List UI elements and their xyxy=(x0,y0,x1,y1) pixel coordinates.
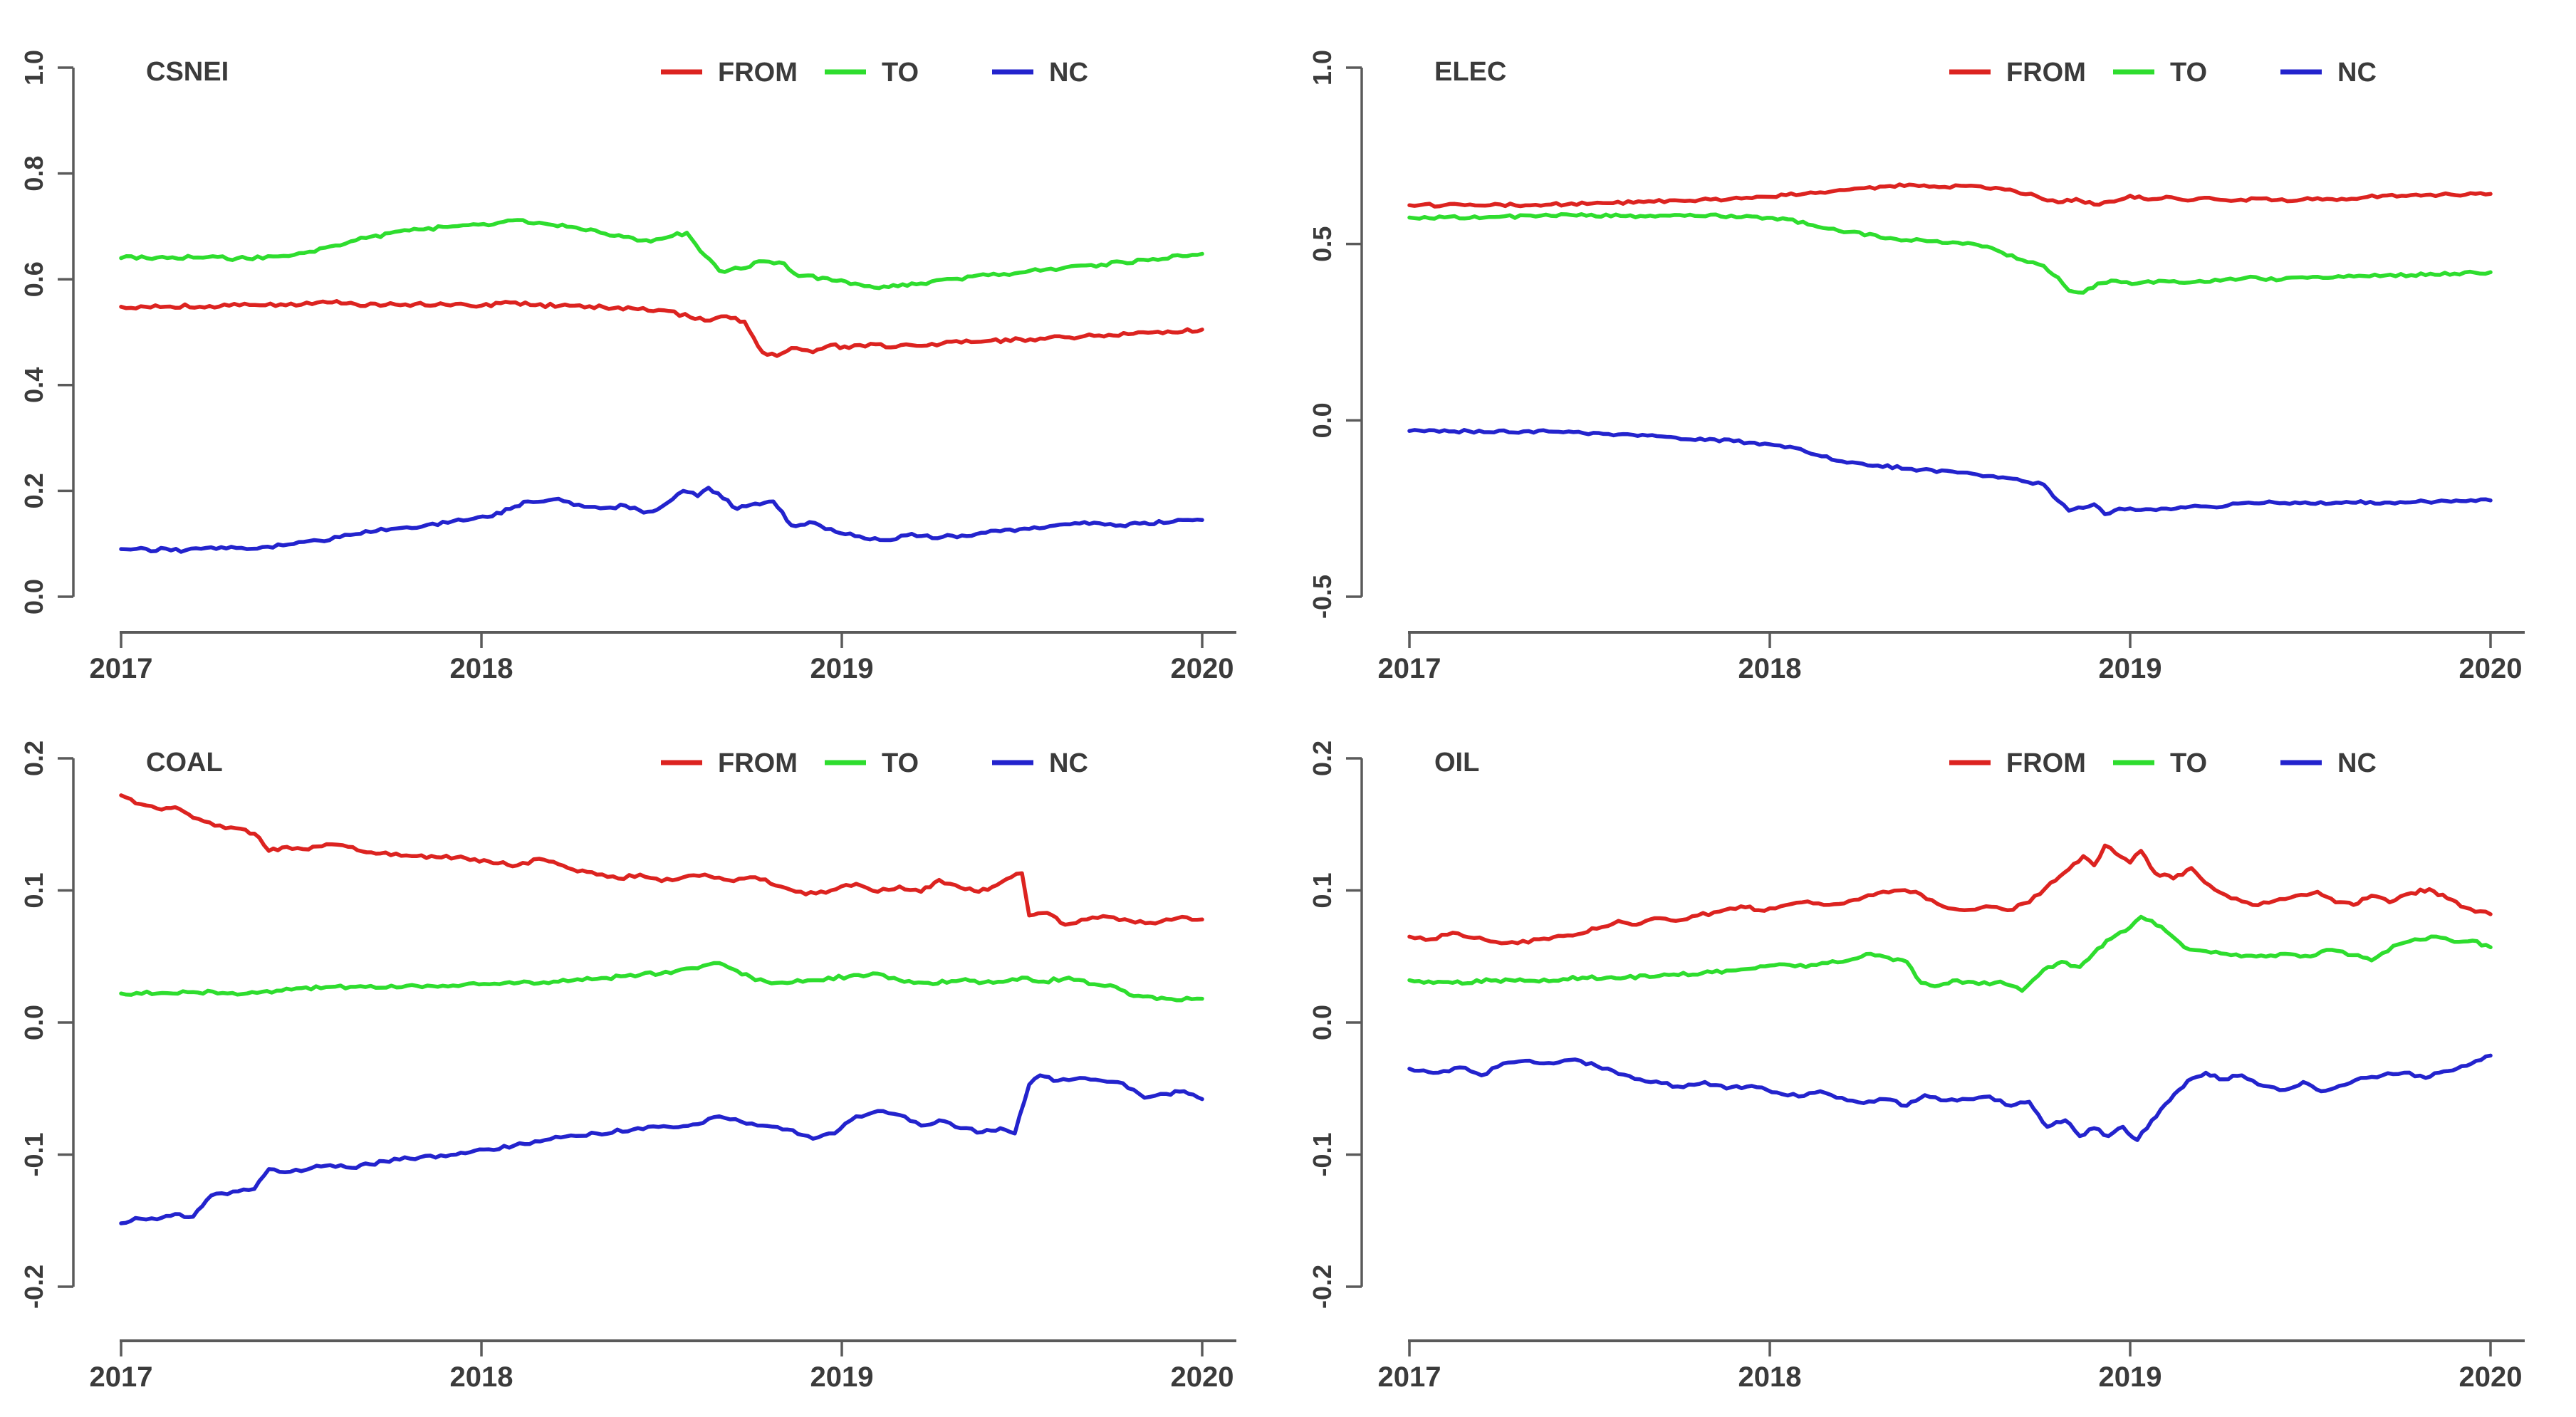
y-tick-label: 0.8 xyxy=(19,156,48,192)
y-tick-label: -0.1 xyxy=(19,1132,48,1176)
x-tick-label: 2019 xyxy=(2099,1361,2162,1393)
legend-label-from: FROM xyxy=(718,748,798,778)
x-tick-label: 2019 xyxy=(810,653,874,684)
series-line-from xyxy=(1407,843,2493,946)
y-tick-label: 0.0 xyxy=(19,579,48,615)
y-tick-label: 0.1 xyxy=(19,872,48,908)
series-line-to xyxy=(1407,914,2493,993)
series-line-to xyxy=(119,961,1204,1003)
chart-panel-oil: -0.2 -0.1 0.0 0.1 0.2 2017 2018 2019 2020 OIL FROM… xyxy=(1288,708,2576,1417)
x-axis: 2017 2018 2019 2020 xyxy=(90,631,1236,684)
x-tick-label: 2018 xyxy=(450,653,513,684)
series-line-to xyxy=(119,218,1204,291)
legend-label-from: FROM xyxy=(718,58,798,88)
legend-label-nc: NC xyxy=(2337,748,2377,778)
series-line-to xyxy=(1407,211,2493,295)
x-tick-label: 2020 xyxy=(1171,653,1234,684)
x-tick-label: 2017 xyxy=(1378,1361,1441,1393)
chart-panel-elec: -0.5 0.0 0.5 1.0 2017 2018 2019 2020 ELEC FROM TO N… xyxy=(1288,0,2576,708)
chart-svg-oil: -0.2 -0.1 0.0 0.1 0.2 2017 2018 2019 2020 OIL FROM… xyxy=(1308,741,2525,1393)
x-tick-label: 2017 xyxy=(90,653,153,684)
legend: FROM TO NC xyxy=(1949,58,2377,88)
series-line-from xyxy=(119,793,1204,927)
series-line-nc xyxy=(119,1073,1204,1225)
y-tick-label: 0.2 xyxy=(19,741,48,776)
x-tick-label: 2020 xyxy=(1171,1361,1234,1393)
chart-title: COAL xyxy=(146,748,223,778)
series-line-nc xyxy=(1407,1053,2493,1142)
legend-label-to: TO xyxy=(882,748,919,778)
x-tick-label: 2020 xyxy=(2459,1361,2523,1393)
y-tick-label: 1.0 xyxy=(1308,50,1337,85)
y-tick-label: 0.0 xyxy=(1308,402,1337,438)
series-line-nc xyxy=(1407,428,2493,516)
chart-title: OIL xyxy=(1434,748,1479,778)
chart-panel-coal: -0.2 -0.1 0.0 0.1 0.2 2017 2018 2019 2020 COAL FRO… xyxy=(0,708,1288,1417)
y-axis: -0.5 0.0 0.5 1.0 xyxy=(1308,50,1363,619)
chart-svg-elec: -0.5 0.0 0.5 1.0 2017 2018 2019 2020 ELEC FROM TO N… xyxy=(1308,50,2525,684)
y-tick-label: 0.1 xyxy=(1308,872,1337,908)
chart-svg-coal: -0.2 -0.1 0.0 0.1 0.2 2017 2018 2019 2020 COAL FRO… xyxy=(19,741,1236,1393)
y-tick-label: 0.0 xyxy=(19,1005,48,1040)
x-tick-label: 2019 xyxy=(810,1361,874,1393)
x-tick-label: 2020 xyxy=(2459,653,2523,684)
y-tick-label: 0.4 xyxy=(19,367,48,403)
y-tick-label: 1.0 xyxy=(19,50,48,85)
chart-title: CSNEI xyxy=(146,57,229,87)
legend-label-from: FROM xyxy=(2006,58,2086,88)
x-tick-label: 2018 xyxy=(1738,1361,1802,1393)
x-axis: 2017 2018 2019 2020 xyxy=(1378,631,2525,684)
y-tick-label: -0.1 xyxy=(1308,1132,1337,1176)
x-tick-label: 2017 xyxy=(1378,653,1441,684)
series-line-from xyxy=(119,299,1204,358)
legend-label-to: TO xyxy=(2170,748,2207,778)
x-axis: 2017 2018 2019 2020 xyxy=(1378,1339,2525,1393)
y-axis: 0.0 0.2 0.4 0.6 0.8 1.0 xyxy=(19,50,75,615)
y-tick-label: 0.0 xyxy=(1308,1005,1337,1040)
x-tick-label: 2018 xyxy=(450,1361,513,1393)
y-axis: -0.2 -0.1 0.0 0.1 0.2 xyxy=(19,741,75,1309)
x-axis: 2017 2018 2019 2020 xyxy=(90,1339,1236,1393)
y-tick-label: -0.2 xyxy=(19,1265,48,1309)
legend: FROM TO NC xyxy=(661,58,1088,88)
x-tick-label: 2017 xyxy=(90,1361,153,1393)
chart-title: ELEC xyxy=(1434,57,1506,87)
y-tick-label: 0.2 xyxy=(19,473,48,508)
legend-label-nc: NC xyxy=(1049,748,1088,778)
y-axis: -0.2 -0.1 0.0 0.1 0.2 xyxy=(1308,741,1363,1309)
y-tick-label: 0.6 xyxy=(19,261,48,297)
legend: FROM TO NC xyxy=(1949,748,2377,778)
legend-label-nc: NC xyxy=(2337,58,2377,88)
series-line-nc xyxy=(119,486,1204,554)
chart-svg-csnei: 0.0 0.2 0.4 0.6 0.8 1.0 2017 2018 2019 2020 CSNEI F… xyxy=(19,50,1236,684)
legend-label-from: FROM xyxy=(2006,748,2086,778)
x-tick-label: 2019 xyxy=(2099,653,2162,684)
y-tick-label: -0.5 xyxy=(1308,575,1337,619)
series-line-from xyxy=(1407,182,2493,209)
chart-panel-csnei: 0.0 0.2 0.4 0.6 0.8 1.0 2017 2018 2019 2020 CSNEI F… xyxy=(0,0,1288,708)
legend-label-to: TO xyxy=(2170,58,2207,88)
x-tick-label: 2018 xyxy=(1738,653,1802,684)
legend-label-to: TO xyxy=(882,58,919,88)
legend: FROM TO NC xyxy=(661,748,1088,778)
y-tick-label: -0.2 xyxy=(1308,1265,1337,1309)
legend-label-nc: NC xyxy=(1049,58,1088,88)
y-tick-label: 0.2 xyxy=(1308,741,1337,776)
y-tick-label: 0.5 xyxy=(1308,226,1337,262)
